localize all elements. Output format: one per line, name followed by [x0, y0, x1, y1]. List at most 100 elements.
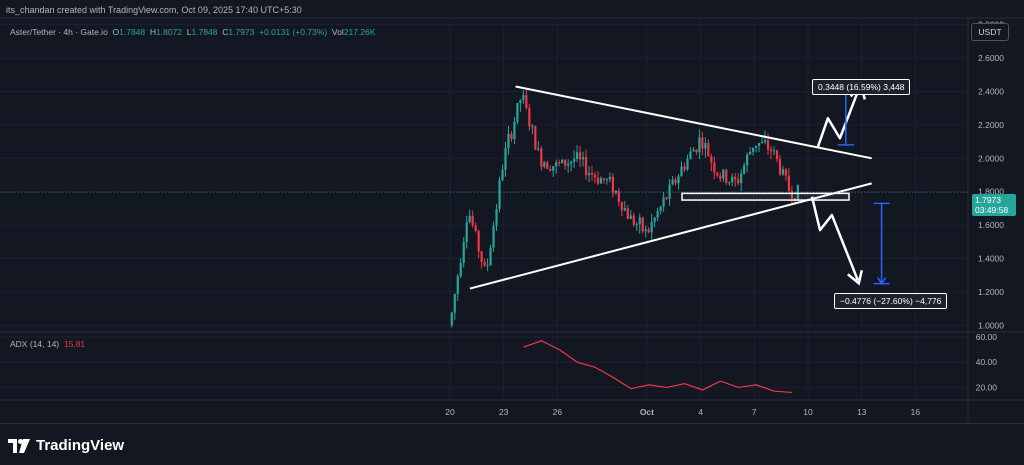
candle-body	[635, 224, 638, 226]
candle-body	[674, 179, 677, 184]
candle-body	[480, 251, 483, 262]
candle-body	[665, 197, 668, 199]
candle-body	[489, 247, 492, 266]
candle-body	[558, 162, 561, 164]
candle-body	[725, 169, 728, 184]
candle-body	[659, 206, 662, 212]
candle-body	[468, 215, 471, 223]
change-value: +0.0131 (+0.73%)	[259, 27, 328, 37]
candle-body	[575, 152, 579, 159]
candle-body	[570, 161, 573, 164]
candle-body	[474, 225, 477, 231]
candle-body	[561, 159, 564, 164]
candle-body	[781, 169, 785, 175]
close-label: C	[222, 27, 229, 37]
candle-body	[531, 126, 534, 128]
candle-body	[778, 159, 782, 175]
candles	[450, 89, 799, 328]
candle-body	[501, 169, 504, 181]
brand-name: TradingView	[36, 437, 125, 454]
candle-body	[578, 152, 582, 160]
bearish-path-arrow	[810, 196, 859, 281]
low-value: 1.7848	[191, 27, 218, 37]
candle-body	[790, 190, 793, 199]
candle-body	[564, 159, 567, 166]
candle-body	[680, 166, 683, 177]
price-tick-label: 2.0000	[978, 153, 1004, 163]
candle-body	[731, 176, 734, 183]
candle-body	[462, 241, 465, 263]
candle-body	[763, 140, 767, 143]
candle-body	[567, 163, 570, 166]
candle-body	[719, 175, 722, 179]
candle-body	[519, 100, 522, 104]
last-price-value: 1.7973	[975, 195, 1001, 205]
adx-axis: 60.00 40.00 20.00	[976, 332, 998, 392]
tradingview-logo[interactable]: TradingView	[8, 437, 124, 454]
candle-body	[602, 178, 606, 180]
candle-body	[626, 208, 629, 219]
candle-body	[757, 143, 761, 146]
time-tick-label: Oct	[640, 407, 654, 417]
tradingview-logo-icon	[8, 438, 30, 453]
candle-body	[644, 229, 647, 232]
candle-body	[737, 179, 740, 184]
symbol-legend: Aster/Tether · 4h · Gate.io O1.7848 H1.8…	[10, 27, 375, 37]
bar-countdown: 03:49:58	[975, 205, 1009, 215]
candle-body	[766, 140, 770, 150]
candle-body	[483, 261, 486, 266]
candle-body	[740, 173, 743, 184]
close-value: 1.7973	[228, 27, 255, 37]
price-tick-label: 1.6000	[978, 220, 1004, 230]
adx-legend[interactable]: ADX (14, 14) 15.81	[10, 339, 85, 349]
currency-button[interactable]: USDT	[971, 23, 1009, 41]
time-tick-label: 7	[752, 407, 757, 417]
candle-body	[760, 142, 764, 144]
candle-body	[784, 169, 788, 176]
candle-body	[450, 312, 453, 326]
candle-body	[555, 162, 558, 167]
candle-body	[495, 208, 498, 226]
time-tick-label: 10	[803, 407, 813, 417]
candle-body	[510, 133, 513, 140]
candle-body	[540, 148, 543, 167]
candle-body	[749, 151, 752, 155]
adx-line	[523, 340, 793, 394]
candle-body	[689, 151, 692, 159]
adx-pane	[523, 340, 793, 394]
candle-body	[746, 154, 749, 166]
time-tick-label: 26	[553, 407, 563, 417]
candle-body	[593, 174, 597, 178]
candle-body	[638, 217, 641, 225]
open-value: 1.7848	[119, 27, 146, 37]
footer: TradingView	[0, 423, 1024, 465]
symbol-name[interactable]: Aster/Tether · 4h · Gate.io	[10, 27, 108, 37]
adx-tick-label: 20.00	[976, 382, 998, 392]
candle-body	[743, 165, 746, 174]
candle-body	[620, 201, 623, 211]
candle-body	[686, 158, 689, 170]
candle-body	[641, 217, 644, 232]
low-label: L	[186, 27, 192, 37]
price-tick-label: 1.0000	[978, 320, 1004, 330]
candle-body	[516, 103, 519, 122]
adx-tick-label: 40.00	[976, 357, 998, 367]
bullish-path-arrow	[816, 86, 861, 148]
price-axis: 2.80002.60002.40002.20002.00001.80001.60…	[978, 20, 1004, 331]
adx-name: ADX (14, 14)	[10, 339, 60, 349]
candle-body	[552, 166, 555, 171]
candle-body	[486, 265, 489, 267]
candle-body	[611, 176, 614, 194]
short-projection-label[interactable]: −0.4776 (−27.60%) −4,776	[834, 293, 948, 309]
price-tick-label: 1.8000	[978, 187, 1004, 197]
candle-body	[492, 225, 495, 248]
candle-body	[662, 197, 665, 207]
candle-body	[775, 150, 779, 160]
price-tick-label: 2.4000	[978, 86, 1004, 96]
candle-body	[647, 229, 650, 233]
last-price-tag: 1.7973 03:49:58	[972, 194, 1016, 216]
long-projection-label[interactable]: 0.3448 (16.59%) 3,448	[812, 79, 911, 95]
time-tick-label: 23	[499, 407, 509, 417]
candle-body	[459, 262, 462, 277]
